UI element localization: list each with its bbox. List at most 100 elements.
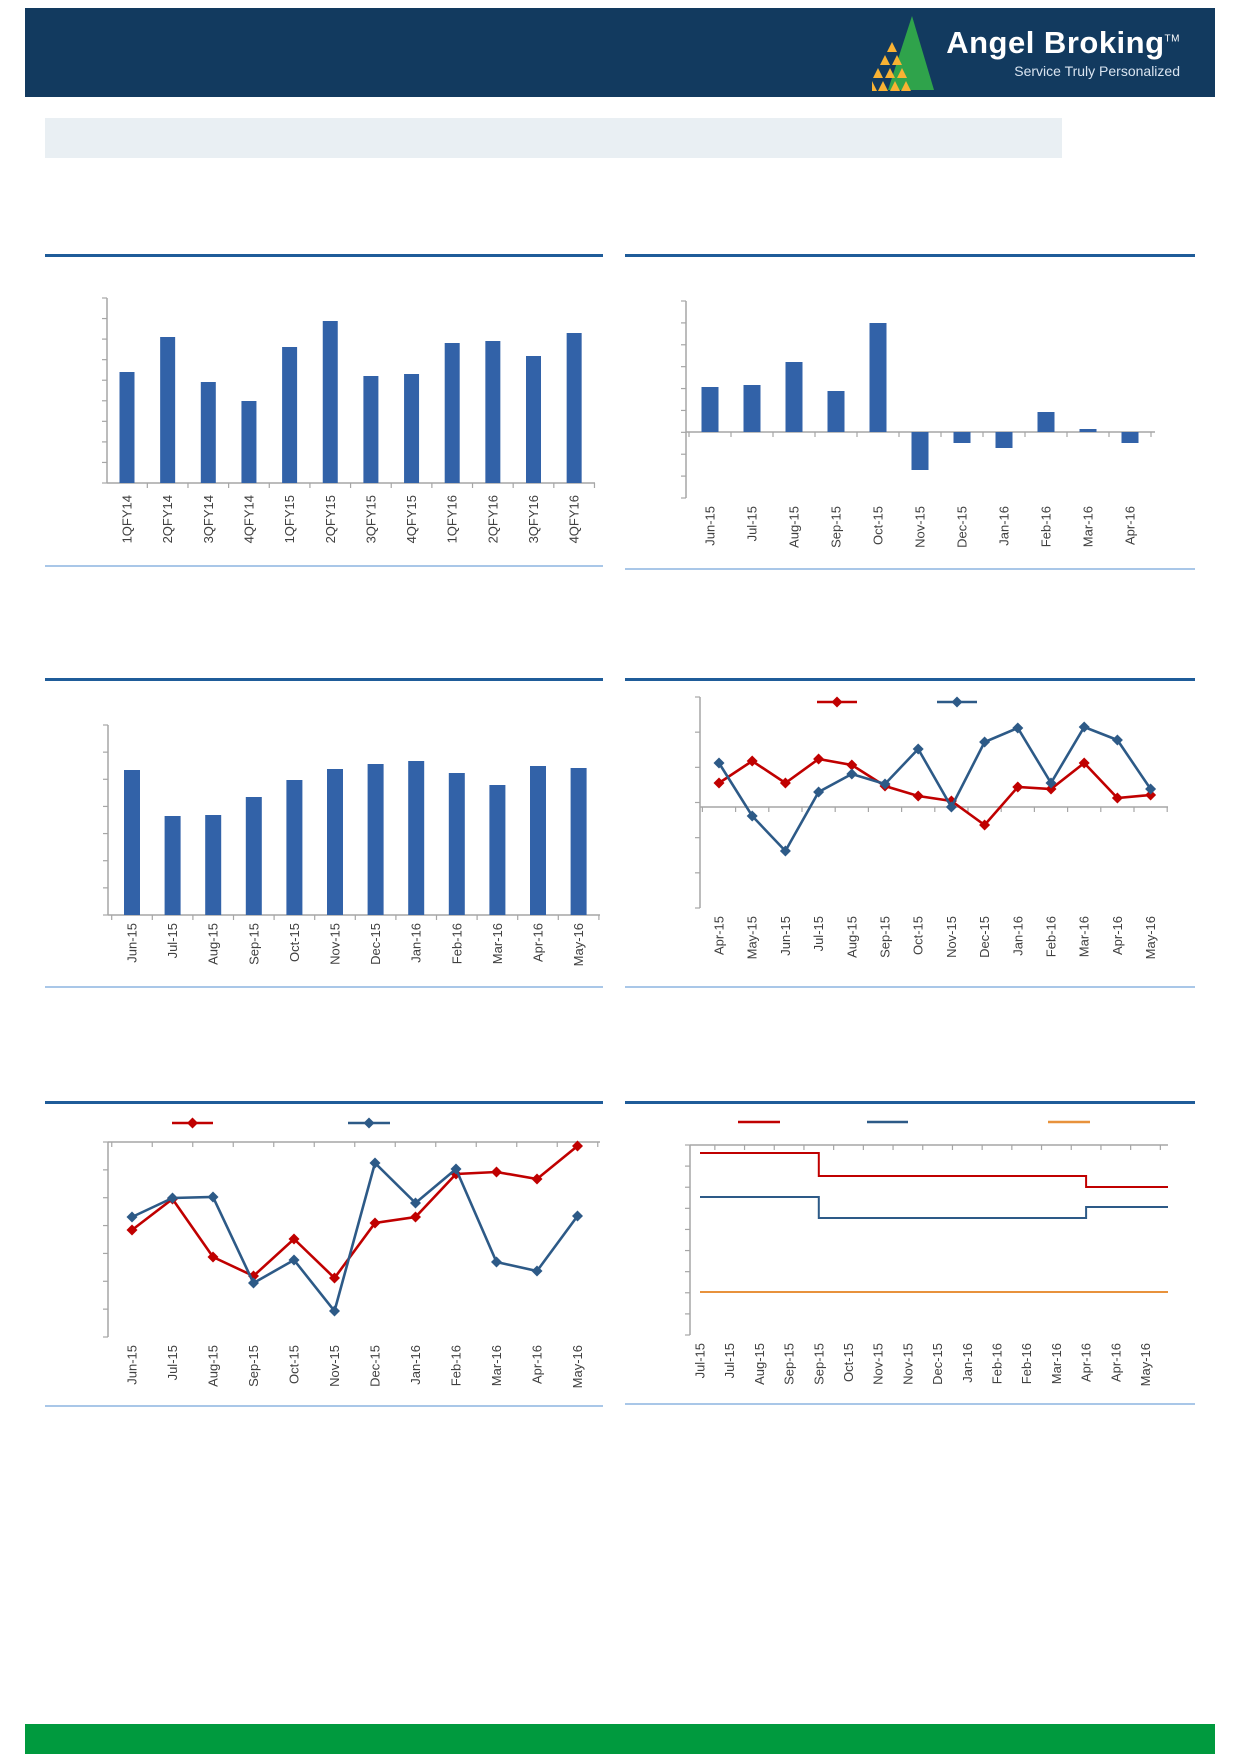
series-marker <box>288 1254 300 1266</box>
series-marker <box>846 759 858 771</box>
series-marker <box>248 1277 259 1289</box>
bar <box>566 333 582 483</box>
x-axis-label: 2QFY14 <box>160 495 175 543</box>
x-axis-label: Jan-16 <box>409 923 424 963</box>
series-marker <box>531 1265 543 1277</box>
bar <box>448 773 465 915</box>
series-marker <box>491 1256 502 1268</box>
chart-negative-dual-lines: Jun-15 Jul-15 Aug-15 Sep-15 Oct-15 Nov-15 Dec-… <box>45 1101 603 1407</box>
x-axis-label: Nov-15 <box>900 1343 915 1385</box>
series-marker <box>1078 721 1090 733</box>
bar <box>526 356 541 483</box>
series-line <box>131 1144 579 1280</box>
series-marker <box>912 790 924 802</box>
x-axis-label: Aug-15 <box>752 1343 767 1385</box>
x-axis-label: Jan-16 <box>408 1345 423 1385</box>
series-marker <box>779 777 791 789</box>
chart-dual-lines: Apr-15 May-15 Jun-15 Jul-15 Aug-15 Sep-15 Oct-… <box>625 678 1195 988</box>
x-axis-label: Sep-15 <box>782 1343 797 1385</box>
x-axis-label: Jun-15 <box>778 916 793 956</box>
series-marker <box>1145 783 1157 795</box>
x-axis-label: May-16 <box>570 1345 585 1388</box>
series-marker <box>713 777 725 789</box>
series-line <box>718 757 1151 827</box>
x-axis-label: Apr-16 <box>1123 506 1138 545</box>
x-axis-label: Nov-15 <box>944 916 959 958</box>
x-axis-label: 3QFY14 <box>201 495 216 543</box>
bar <box>570 768 587 915</box>
x-axis-label: 4QFY14 <box>241 495 256 543</box>
bar <box>485 341 501 483</box>
x-axis-label: Aug-15 <box>844 916 859 958</box>
x-axis-label: 4QFY16 <box>567 495 582 543</box>
x-axis-label: Jan-16 <box>997 506 1012 546</box>
series-marker <box>167 1192 178 1204</box>
x-axis-label: Sep-15 <box>829 506 844 548</box>
x-axis-label: Jun-15 <box>125 923 140 963</box>
bar <box>205 815 222 915</box>
brand-tagline: Service Truly Personalized <box>1014 62 1180 79</box>
bar <box>160 337 176 483</box>
x-axis-label: Dec-15 <box>955 506 970 548</box>
x-axis-label: Nov-15 <box>913 506 928 548</box>
x-axis-label: May-16 <box>1138 1343 1153 1386</box>
series-marker <box>531 1173 543 1185</box>
x-axis-label: 2QFY15 <box>323 495 338 543</box>
bar <box>530 766 546 915</box>
series-marker <box>369 1217 381 1229</box>
series-marker <box>713 757 725 769</box>
series-marker <box>945 801 957 813</box>
bar <box>743 385 761 432</box>
series-marker <box>369 1157 381 1169</box>
x-axis-label: Oct-15 <box>841 1343 856 1382</box>
angel-broking-logo-icon <box>872 15 935 91</box>
series-marker <box>979 819 991 831</box>
x-axis-label: 1QFY15 <box>282 495 297 543</box>
series-step-line <box>700 1196 1168 1219</box>
series-marker <box>410 1211 421 1223</box>
x-axis-label: Jan-16 <box>1010 916 1025 956</box>
x-axis-label: Sep-15 <box>246 1345 261 1387</box>
x-axis-label: Apr-16 <box>530 1345 545 1384</box>
series-marker <box>746 810 758 822</box>
x-axis-label: Oct-15 <box>871 506 886 545</box>
series-marker <box>572 1210 583 1222</box>
x-axis-label: Nov-15 <box>328 923 343 965</box>
bar <box>953 432 971 443</box>
chart-monthly-bars: Jun-15 Jul-15 Aug-15 Sep-15 Oct-15 Nov-15 Dec-… <box>45 678 603 988</box>
bar <box>286 780 303 915</box>
series-marker <box>1012 722 1024 734</box>
x-axis-label: Apr-16 <box>1079 1343 1094 1382</box>
x-axis-label: Oct-15 <box>911 916 926 955</box>
x-axis-label: 4QFY15 <box>404 495 419 543</box>
x-axis-label: Feb-16 <box>449 923 464 964</box>
x-axis-label: Sep-15 <box>246 923 261 965</box>
series-line <box>717 725 1152 854</box>
series-marker <box>813 786 825 798</box>
bar <box>200 382 216 483</box>
bar <box>404 374 420 483</box>
x-axis-label: Dec-15 <box>977 916 992 958</box>
series-marker <box>329 1272 340 1284</box>
bar <box>367 764 384 915</box>
x-axis-label: Sep-15 <box>811 1343 826 1385</box>
x-axis-label: Feb-16 <box>1019 1343 1034 1384</box>
series-marker <box>846 768 858 780</box>
x-axis-label: Aug-15 <box>206 1345 221 1387</box>
x-axis-label: May-15 <box>745 916 760 959</box>
x-axis-label: 3QFY16 <box>526 495 541 543</box>
x-axis-label: Mar-16 <box>1077 916 1092 957</box>
series-marker <box>912 743 924 755</box>
series-marker <box>1111 792 1123 804</box>
x-axis-label: 1QFY14 <box>120 495 135 543</box>
series-marker <box>187 1117 198 1129</box>
x-axis-label: Jun-15 <box>703 506 718 546</box>
x-axis-label: Dec-15 <box>930 1343 945 1385</box>
bar <box>489 785 506 915</box>
x-axis-label: Aug-15 <box>206 923 221 965</box>
x-axis-label: Mar-16 <box>490 923 505 964</box>
x-axis-label: Nov-15 <box>327 1345 342 1387</box>
x-axis-label: Apr-16 <box>1108 1343 1123 1382</box>
x-axis-label: Mar-16 <box>1049 1343 1064 1384</box>
